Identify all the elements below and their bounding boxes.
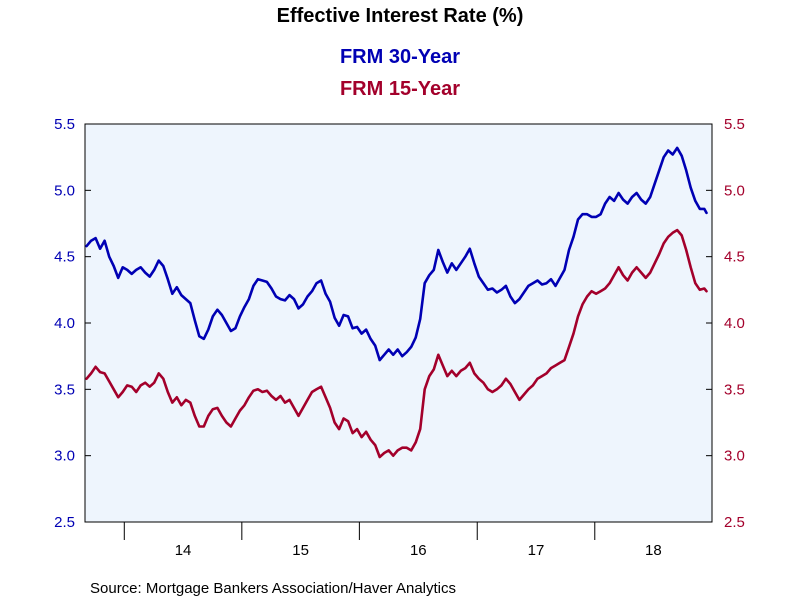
x-tick-label-1: 15	[292, 542, 309, 559]
x-axis: 14 15 16 17 18	[123, 522, 662, 559]
y-axis-right: 2.5 3.0 3.5 4.0 4.5 5.0 5.5	[706, 116, 745, 531]
y-left-tick-label-4: 4.5	[54, 249, 75, 266]
y-left-tick-label-2: 3.5	[54, 381, 75, 398]
series-label-15-year: FRM 15-Year	[340, 78, 460, 100]
y-right-tick-label-4: 4.5	[724, 249, 745, 266]
series-line-frm-15-year	[85, 228, 708, 459]
y-left-tick-label-5: 5.0	[54, 182, 75, 199]
series-label-30-year: FRM 30-Year	[340, 46, 460, 68]
x-tick-label-4: 18	[645, 542, 662, 559]
plot-area	[84, 123, 713, 523]
y-left-tick-label-3: 4.0	[54, 315, 75, 332]
y-right-tick-label-2: 3.5	[724, 381, 745, 398]
y-right-tick-label-6: 5.5	[724, 116, 745, 133]
chart-title: Effective Interest Rate (%)	[277, 5, 524, 27]
y-left-tick-label-0: 2.5	[54, 514, 75, 531]
x-tick-label-2: 16	[410, 542, 427, 559]
y-left-tick-label-1: 3.0	[54, 448, 75, 465]
series-lines	[85, 146, 708, 459]
y-right-tick-label-5: 5.0	[724, 182, 745, 199]
y-left-tick-label-6: 5.5	[54, 116, 75, 133]
series-line-frm-30-year	[85, 146, 708, 362]
y-right-tick-label-3: 4.0	[724, 315, 745, 332]
x-tick-label-0: 14	[175, 542, 192, 559]
source-note: Source: Mortgage Bankers Association/Hav…	[90, 580, 456, 597]
y-right-tick-label-0: 2.5	[724, 514, 745, 531]
y-right-tick-label-1: 3.0	[724, 448, 745, 465]
y-axis-left: 2.5 3.0 3.5 4.0 4.5 5.0 5.5	[54, 116, 91, 531]
x-tick-label-3: 17	[528, 542, 545, 559]
